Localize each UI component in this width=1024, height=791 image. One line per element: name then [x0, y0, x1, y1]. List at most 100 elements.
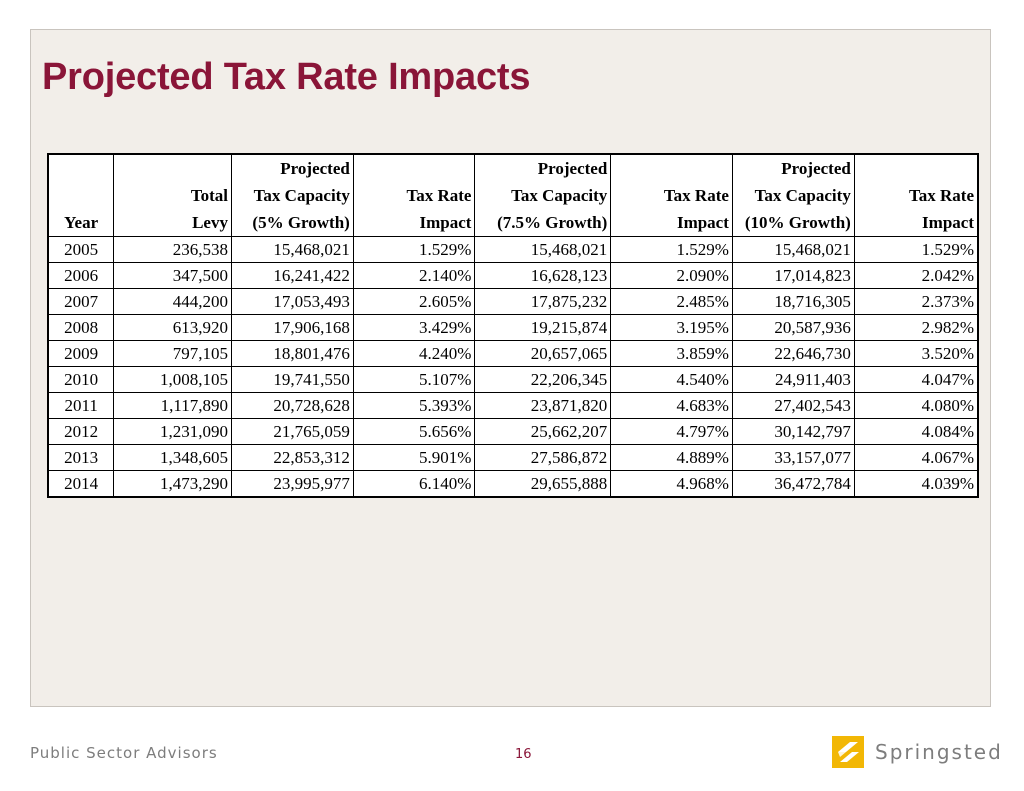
cell-tax-rate-7-5: 3.195% — [610, 314, 733, 341]
table-row: 2009 797,105 18,801,476 4.240% 20,657,06… — [47, 340, 979, 367]
cell-year: 2005 — [47, 236, 115, 263]
column-header-tax-capacity-10: Projected Tax Capacity (10% Growth) — [731, 153, 855, 237]
cell-tax-capacity-10: 24,911,403 — [731, 366, 855, 393]
cell-tax-rate-7-5: 3.859% — [610, 340, 733, 367]
cell-tax-rate-5: 3.429% — [352, 314, 476, 341]
cell-total-levy: 1,008,105 — [113, 366, 232, 393]
column-header-year: Year — [47, 153, 115, 237]
cell-tax-rate-7-5: 4.683% — [610, 392, 733, 419]
table-row: 2011 1,117,890 20,728,628 5.393% 23,871,… — [47, 392, 979, 419]
cell-tax-rate-5: 5.656% — [352, 418, 476, 445]
column-header-total-levy: Total Levy — [113, 153, 232, 237]
cell-tax-capacity-5: 16,241,422 — [230, 262, 354, 289]
table-header-row: Year Total Levy Projected Tax Capacity (… — [47, 153, 979, 237]
tax-rate-table: Year Total Levy Projected Tax Capacity (… — [47, 153, 979, 498]
cell-tax-capacity-10: 22,646,730 — [731, 340, 855, 367]
cell-tax-rate-10: 4.080% — [853, 392, 979, 419]
cell-tax-capacity-7-5: 15,468,021 — [474, 236, 612, 263]
cell-tax-capacity-7-5: 20,657,065 — [474, 340, 612, 367]
cell-total-levy: 1,473,290 — [113, 470, 232, 498]
cell-tax-capacity-7-5: 22,206,345 — [474, 366, 612, 393]
cell-year: 2012 — [47, 418, 115, 445]
table-row: 2006 347,500 16,241,422 2.140% 16,628,12… — [47, 262, 979, 289]
cell-tax-rate-5: 5.901% — [352, 444, 476, 471]
cell-total-levy: 236,538 — [113, 236, 232, 263]
cell-tax-capacity-10: 15,468,021 — [731, 236, 855, 263]
cell-total-levy: 797,105 — [113, 340, 232, 367]
springsted-logo-icon-svg — [832, 736, 864, 768]
cell-total-levy: 1,348,605 — [113, 444, 232, 471]
cell-tax-capacity-7-5: 23,871,820 — [474, 392, 612, 419]
table-row: 2007 444,200 17,053,493 2.605% 17,875,23… — [47, 288, 979, 315]
cell-year: 2010 — [47, 366, 115, 393]
cell-tax-rate-5: 4.240% — [352, 340, 476, 367]
cell-tax-capacity-7-5: 16,628,123 — [474, 262, 612, 289]
cell-tax-capacity-10: 20,587,936 — [731, 314, 855, 341]
column-header-tax-rate-5: Tax Rate Impact — [352, 153, 476, 237]
page-title: Projected Tax Rate Impacts — [42, 56, 531, 98]
cell-tax-capacity-10: 36,472,784 — [731, 470, 855, 498]
cell-tax-capacity-7-5: 29,655,888 — [474, 470, 612, 498]
cell-tax-rate-10: 1.529% — [853, 236, 979, 263]
footer-org-name: Public Sector Advisors — [30, 744, 218, 762]
cell-total-levy: 613,920 — [113, 314, 232, 341]
column-header-tax-capacity-5: Projected Tax Capacity (5% Growth) — [230, 153, 354, 237]
springsted-logo-icon — [832, 736, 864, 768]
slide-panel: Projected Tax Rate Impacts Year Tot — [30, 29, 991, 707]
cell-total-levy: 347,500 — [113, 262, 232, 289]
column-header-tax-capacity-7-5: Projected Tax Capacity (7.5% Growth) — [474, 153, 612, 237]
cell-tax-capacity-5: 21,765,059 — [230, 418, 354, 445]
cell-tax-capacity-10: 33,157,077 — [731, 444, 855, 471]
cell-year: 2014 — [47, 470, 115, 498]
cell-year: 2006 — [47, 262, 115, 289]
table-body: 2005 236,538 15,468,021 1.529% 15,468,02… — [47, 236, 979, 498]
springsted-logo: Springsted — [832, 736, 1003, 768]
cell-tax-capacity-7-5: 25,662,207 — [474, 418, 612, 445]
cell-tax-rate-7-5: 1.529% — [610, 236, 733, 263]
cell-tax-rate-5: 5.393% — [352, 392, 476, 419]
cell-year: 2011 — [47, 392, 115, 419]
cell-tax-capacity-5: 15,468,021 — [230, 236, 354, 263]
cell-tax-rate-7-5: 4.968% — [610, 470, 733, 498]
cell-tax-capacity-5: 22,853,312 — [230, 444, 354, 471]
cell-tax-rate-10: 4.039% — [853, 470, 979, 498]
column-header-tax-rate-7-5: Tax Rate Impact — [610, 153, 733, 237]
cell-tax-capacity-7-5: 17,875,232 — [474, 288, 612, 315]
cell-tax-capacity-5: 23,995,977 — [230, 470, 354, 498]
cell-tax-capacity-5: 17,906,168 — [230, 314, 354, 341]
cell-tax-capacity-10: 27,402,543 — [731, 392, 855, 419]
cell-tax-rate-10: 4.084% — [853, 418, 979, 445]
table-row: 2005 236,538 15,468,021 1.529% 15,468,02… — [47, 236, 979, 263]
cell-tax-capacity-5: 20,728,628 — [230, 392, 354, 419]
table-row: 2008 613,920 17,906,168 3.429% 19,215,87… — [47, 314, 979, 341]
cell-tax-rate-5: 6.140% — [352, 470, 476, 498]
cell-tax-capacity-5: 18,801,476 — [230, 340, 354, 367]
cell-total-levy: 1,117,890 — [113, 392, 232, 419]
cell-tax-rate-7-5: 2.485% — [610, 288, 733, 315]
cell-year: 2009 — [47, 340, 115, 367]
table-row: 2012 1,231,090 21,765,059 5.656% 25,662,… — [47, 418, 979, 445]
cell-tax-rate-10: 2.373% — [853, 288, 979, 315]
cell-tax-rate-10: 4.047% — [853, 366, 979, 393]
cell-tax-rate-10: 2.982% — [853, 314, 979, 341]
cell-year: 2013 — [47, 444, 115, 471]
column-header-tax-rate-10: Tax Rate Impact — [853, 153, 979, 237]
logo-wordmark: Springsted — [875, 740, 1003, 764]
cell-tax-rate-7-5: 4.889% — [610, 444, 733, 471]
cell-tax-rate-7-5: 4.540% — [610, 366, 733, 393]
cell-tax-capacity-10: 18,716,305 — [731, 288, 855, 315]
cell-tax-capacity-10: 30,142,797 — [731, 418, 855, 445]
cell-tax-rate-5: 2.605% — [352, 288, 476, 315]
cell-tax-capacity-7-5: 27,586,872 — [474, 444, 612, 471]
cell-tax-rate-5: 1.529% — [352, 236, 476, 263]
cell-tax-capacity-5: 19,741,550 — [230, 366, 354, 393]
cell-tax-rate-5: 2.140% — [352, 262, 476, 289]
table-row: 2014 1,473,290 23,995,977 6.140% 29,655,… — [47, 470, 979, 498]
cell-year: 2008 — [47, 314, 115, 341]
cell-tax-rate-10: 2.042% — [853, 262, 979, 289]
cell-tax-capacity-7-5: 19,215,874 — [474, 314, 612, 341]
table-row: 2010 1,008,105 19,741,550 5.107% 22,206,… — [47, 366, 979, 393]
cell-tax-rate-5: 5.107% — [352, 366, 476, 393]
cell-total-levy: 1,231,090 — [113, 418, 232, 445]
cell-tax-rate-7-5: 2.090% — [610, 262, 733, 289]
